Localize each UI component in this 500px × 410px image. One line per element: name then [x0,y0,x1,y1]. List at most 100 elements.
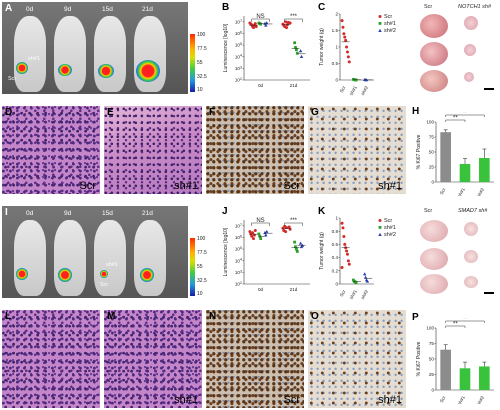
data-point [254,24,258,28]
significance-bracket [251,18,270,22]
data-point [293,41,296,45]
y-axis-label: Tumor weight (g) [319,232,325,270]
luminescence-signal [136,60,160,82]
luminescence-signal [58,64,72,76]
colorbar-tick: 77.5 [197,46,207,52]
data-point [298,241,303,245]
photo-label-scr: Scr [424,4,433,10]
y-tick-label: 106 [235,30,242,36]
data-point [346,55,350,59]
panel-o-ki67-sh1: O sh#1 [308,310,406,408]
legend-marker [378,22,382,25]
day-label: 15d [102,210,113,217]
luminescence-signal [16,268,28,280]
tumor-photo-bottom: Scr SMAD7 sh# [414,206,498,300]
significance-label: ** [453,116,458,122]
panel-label: G [311,107,319,118]
panel-label: I [5,207,8,218]
luminescence-signal [140,268,154,282]
day-label: 21d [142,6,153,13]
legend-marker [378,15,382,18]
bar [459,368,471,390]
image-caption: Scr [79,180,97,192]
significance-bracket [445,114,485,117]
y-tick-label: 25 [429,165,435,170]
data-point [340,266,344,269]
colorbar-tick: 77.5 [197,250,207,256]
legend-label: Scr [384,14,392,20]
panel-label: M [107,311,116,322]
y-axis-label: % Ki67 Positive [416,134,422,169]
panel-label: K [318,206,326,217]
y-tick-label: 106 [235,234,242,240]
data-point [295,48,298,52]
tumor [420,248,448,270]
y-tick-label: 105 [235,246,242,252]
y-tick-label: 0.4 [332,255,339,260]
colorbar-tick: 55 [197,264,203,270]
x-tick-label: 21d [290,287,298,292]
x-tick-label: 0d [258,287,264,292]
panel-f-ki67-scr: F Scr [206,106,304,194]
y-tick-label: 0.8 [332,229,339,234]
day-label: 21d [142,210,153,217]
significance-label: *** [290,218,298,224]
colorbar [190,34,195,92]
legend-marker [378,219,382,222]
data-point [342,234,346,238]
colorbar-tick: 100 [197,32,206,38]
y-tick-label: 50 [429,150,435,155]
data-point [285,226,288,230]
chart-b-luminescence: 107 106 105 104 103 102 Luminescence [log10] 0d… [223,14,310,88]
tumor [420,70,448,92]
image-caption: sh#1 [378,180,402,192]
y-axis-label: Luminescence [log10] [223,227,229,276]
x-tick-label: Scr [339,85,347,94]
tumor [464,276,478,288]
panel-a-bioluminescence: A 0d 9d 15d 21d sh#1 Scr [2,2,188,94]
panel-m-he-sh1: M sh#1 [104,310,202,408]
day-label: 9d [64,210,72,217]
panel-label: C [318,2,326,13]
data-point [354,281,358,285]
legend-label: sh#1 [384,21,396,27]
day-label: 0d [26,6,34,13]
colorbar-tick: 32.5 [197,278,207,284]
data-point [341,226,345,230]
bar [440,132,451,182]
day-label: 0d [26,210,34,217]
x-tick-label: sh#1 [349,85,359,96]
y-axis-label: % Ki67 Positive [416,341,422,376]
x-tick-label: sh#2 [360,289,370,300]
panel-i-bioluminescence: I 0d 9d 15d 21d sh#1 Scr [2,206,188,298]
data-point [299,54,304,59]
y-tick-label: 105 [235,42,242,48]
data-point [265,229,269,233]
data-point [285,23,289,27]
y-tick-label: 0 [431,180,434,185]
y-tick-label: 2 [335,12,338,17]
bar [440,349,451,390]
legend-marker [378,232,382,236]
panel-label: N [209,311,217,322]
y-tick-label: 104 [235,258,242,264]
colorbar-tick: 10 [197,87,203,93]
data-point [295,250,299,253]
bar [479,158,490,182]
panel-l-he-scr: L [2,310,100,408]
data-point [250,234,254,238]
data-point [287,225,291,229]
x-tick-label: sh#1 [457,395,467,404]
data-point [253,22,257,26]
day-label: 15d [102,6,113,13]
y-tick-label: 104 [235,54,242,60]
data-point [252,26,255,30]
panel-label: D [5,107,13,118]
data-point [259,237,263,241]
photo-label-scr: Scr [424,208,433,214]
y-tick-label: 75 [429,135,435,140]
chart-h-ki67: 100 75 50 25 0 % Ki67 Positive Scr sh#1 sh#2 ** ** [416,112,494,196]
data-point [363,272,367,276]
tumor [420,274,448,294]
data-point [340,19,344,23]
